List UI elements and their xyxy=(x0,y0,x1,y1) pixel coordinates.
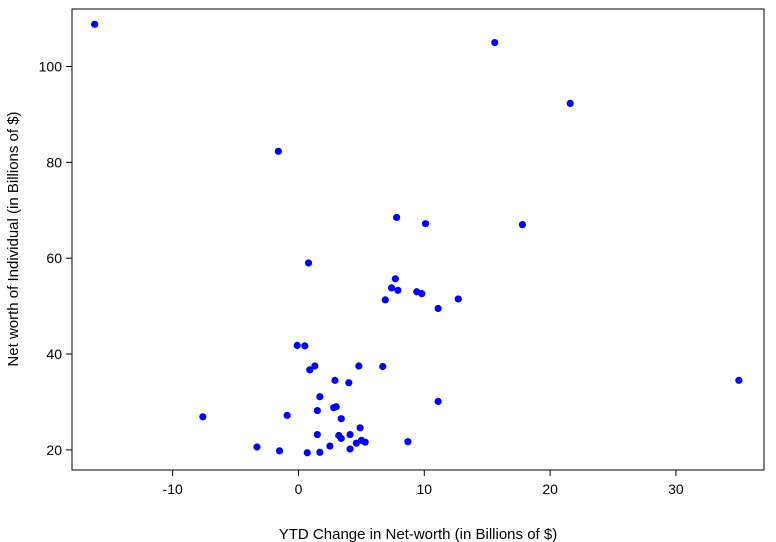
data-point xyxy=(301,342,309,350)
x-tick-label: -10 xyxy=(163,481,183,497)
data-point xyxy=(387,284,396,292)
data-points xyxy=(91,20,743,457)
data-point xyxy=(274,147,282,155)
data-point xyxy=(91,20,99,28)
y-axis-ticks: 20 40 60 80 100 xyxy=(39,59,72,458)
data-point xyxy=(311,362,319,370)
y-tick-label: 100 xyxy=(39,59,63,75)
x-axis-ticks: -10 0 10 20 30 xyxy=(163,470,684,497)
data-point xyxy=(434,397,442,406)
data-point xyxy=(391,275,399,283)
data-point xyxy=(735,376,743,384)
x-axis-label: YTD Change in Net-worth (in Billions of … xyxy=(279,526,557,542)
data-point xyxy=(454,295,462,303)
x-tick-label: 20 xyxy=(542,481,558,497)
data-point xyxy=(381,296,389,304)
data-point xyxy=(355,362,363,370)
x-tick-label: 30 xyxy=(668,481,684,497)
y-tick-label: 80 xyxy=(46,154,62,170)
data-point xyxy=(346,445,354,453)
data-point xyxy=(253,443,261,451)
y-axis-label: Net worth of Individual (in Billions of … xyxy=(5,111,22,366)
data-point xyxy=(404,438,412,446)
data-point xyxy=(303,449,311,457)
data-point xyxy=(337,415,345,423)
data-point xyxy=(304,259,313,267)
y-tick-label: 40 xyxy=(46,346,62,362)
data-point xyxy=(566,99,574,108)
data-point xyxy=(379,362,387,371)
data-point xyxy=(345,379,353,387)
data-point xyxy=(518,221,527,229)
data-point xyxy=(418,290,426,298)
data-point xyxy=(316,393,324,401)
data-point xyxy=(346,430,354,439)
data-point xyxy=(313,406,321,415)
x-tick-label: 0 xyxy=(295,481,303,497)
data-point xyxy=(356,424,364,432)
data-point xyxy=(332,403,340,411)
data-point xyxy=(421,220,430,228)
data-point xyxy=(326,442,334,450)
data-point xyxy=(491,38,499,47)
data-point xyxy=(293,341,301,350)
data-point xyxy=(276,447,284,455)
data-point xyxy=(313,430,321,439)
data-point xyxy=(306,366,314,374)
data-point xyxy=(393,213,401,222)
data-point xyxy=(361,438,369,446)
data-point xyxy=(331,376,339,384)
data-point xyxy=(283,411,291,419)
data-point xyxy=(434,304,442,313)
y-tick-label: 60 xyxy=(46,250,62,266)
plot-frame xyxy=(71,8,765,471)
data-point xyxy=(352,439,360,447)
data-point xyxy=(337,434,345,442)
x-tick-label: 10 xyxy=(417,481,433,497)
y-tick-label: 20 xyxy=(46,442,62,458)
data-point xyxy=(199,413,207,421)
data-point xyxy=(316,448,324,456)
data-point xyxy=(394,286,402,294)
